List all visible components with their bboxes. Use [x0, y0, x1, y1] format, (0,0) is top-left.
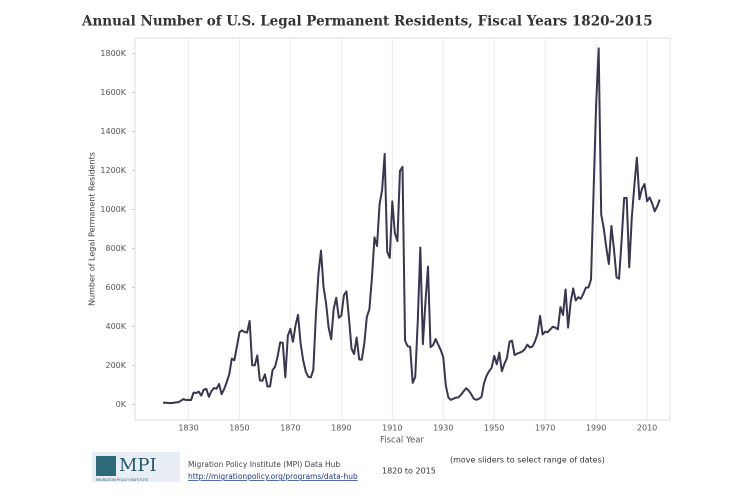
data-line [162, 47, 661, 405]
logo: MPI [119, 455, 157, 476]
x-tick-label: 1950 [484, 424, 504, 433]
range-label: 1820 to 2015 [382, 467, 436, 476]
y-tick-label: 0K [116, 400, 127, 409]
y-tick-label: 1000K [100, 205, 126, 214]
slider-hint: (move sliders to select range of dates) [450, 456, 605, 465]
y-tick-label: 600K [105, 283, 126, 292]
x-tick-label: 1970 [535, 424, 555, 433]
logo-icon [96, 456, 116, 476]
y-tick-label: 1200K [100, 166, 126, 175]
x-axis-label: Fiscal Year [380, 436, 425, 446]
y-tick-label: 1800K [100, 49, 126, 58]
y-tick-label: 1600K [100, 88, 126, 97]
x-tick-label: 1870 [280, 424, 300, 433]
logo-subtitle: MIGRATION POLICY INSTITUTE [96, 478, 148, 482]
x-tick-label: 1830 [178, 424, 198, 433]
x-tick-label: 2010 [637, 424, 657, 433]
x-tick-label: 1890 [331, 424, 351, 433]
y-tick-label: 1400K [100, 127, 126, 136]
y-tick-label: 200K [105, 361, 126, 370]
y-tick-label: 800K [105, 244, 126, 253]
x-tick-label: 1990 [586, 424, 606, 433]
source-url[interactable]: http://migrationpolicy.org/programs/data… [188, 472, 358, 481]
plot-frame [134, 37, 671, 421]
x-tick-label: 1910 [382, 424, 402, 433]
chart-title: Annual Number of U.S. Legal Permanent Re… [81, 14, 653, 30]
source: Migration Policy Institute (MPI) Data Hu… [188, 460, 340, 469]
y-axis-label: Number of Legal Permanent Residents [88, 152, 97, 306]
y-tick-label: 400K [105, 322, 126, 331]
x-tick-label: 1850 [229, 424, 249, 433]
x-tick-label: 1930 [433, 424, 453, 433]
